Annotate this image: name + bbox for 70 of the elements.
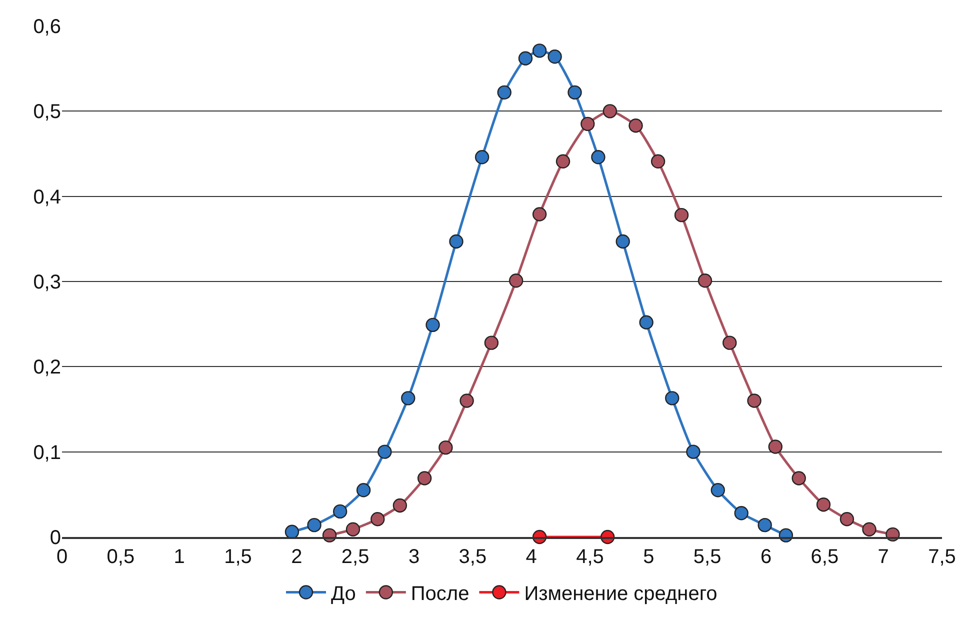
legend-label: После — [410, 583, 470, 606]
point — [474, 150, 490, 164]
point — [698, 274, 712, 288]
x-tick-label: 0,5 — [106, 546, 135, 568]
x-tick-label: 3,5 — [458, 546, 487, 568]
x-tick-label: 1 — [174, 546, 185, 568]
point — [840, 512, 854, 526]
x-tick-label: 4,5 — [576, 546, 604, 568]
x-tick-label: 6,5 — [810, 546, 839, 568]
point — [639, 315, 654, 330]
legend-label: До — [331, 583, 356, 606]
y-tick-label: 0,6 — [33, 16, 61, 38]
point — [449, 234, 464, 249]
point — [816, 498, 831, 512]
x-tick-label: 7,5 — [928, 546, 956, 568]
point — [665, 391, 680, 406]
point — [356, 483, 371, 498]
point — [616, 234, 630, 249]
point — [346, 522, 360, 536]
point — [532, 207, 547, 222]
point — [628, 118, 643, 133]
point — [734, 506, 748, 520]
point — [650, 154, 666, 169]
point — [686, 444, 700, 459]
point — [508, 274, 524, 288]
point — [591, 150, 606, 164]
point — [284, 524, 300, 539]
point — [332, 504, 348, 519]
point — [426, 318, 440, 332]
x-tick-label: 3 — [408, 546, 420, 568]
point — [392, 498, 408, 513]
point — [580, 116, 595, 132]
x-tick-label: 1,5 — [224, 546, 252, 568]
point — [378, 444, 392, 459]
point — [548, 50, 562, 64]
x-tick-label: 5 — [643, 546, 654, 568]
x-tick-label: 7 — [878, 546, 889, 568]
y-tick-label: 0,5 — [33, 101, 61, 124]
point — [758, 518, 772, 532]
point — [307, 518, 322, 532]
point — [532, 44, 547, 58]
y-tick-label: 0,2 — [33, 356, 61, 379]
point — [722, 336, 737, 350]
x-tick-label: 6 — [760, 546, 772, 568]
point — [518, 51, 533, 66]
point — [768, 440, 782, 454]
point — [568, 85, 582, 100]
point — [602, 104, 618, 118]
point — [370, 512, 385, 526]
y-tick-label: 0,4 — [33, 186, 61, 208]
point — [710, 483, 725, 498]
legend-label: Изменение среднего — [524, 583, 718, 606]
point — [747, 394, 762, 408]
point — [417, 471, 432, 486]
point — [674, 208, 689, 222]
x-tick-label: 2 — [291, 546, 302, 568]
x-tick-label: 2,5 — [341, 546, 370, 568]
x-tick-label: 4 — [526, 546, 537, 568]
y-tick-label: 0,3 — [33, 272, 61, 294]
point — [401, 391, 416, 406]
point — [484, 336, 499, 350]
y-tick-label: 0 — [50, 527, 61, 549]
point — [556, 154, 570, 169]
point — [438, 440, 453, 455]
point — [460, 394, 474, 408]
point — [792, 471, 806, 486]
x-tick-label: 5,5 — [693, 546, 722, 568]
y-tick-label: 0,1 — [33, 442, 61, 464]
point — [862, 522, 876, 536]
point — [497, 85, 512, 100]
